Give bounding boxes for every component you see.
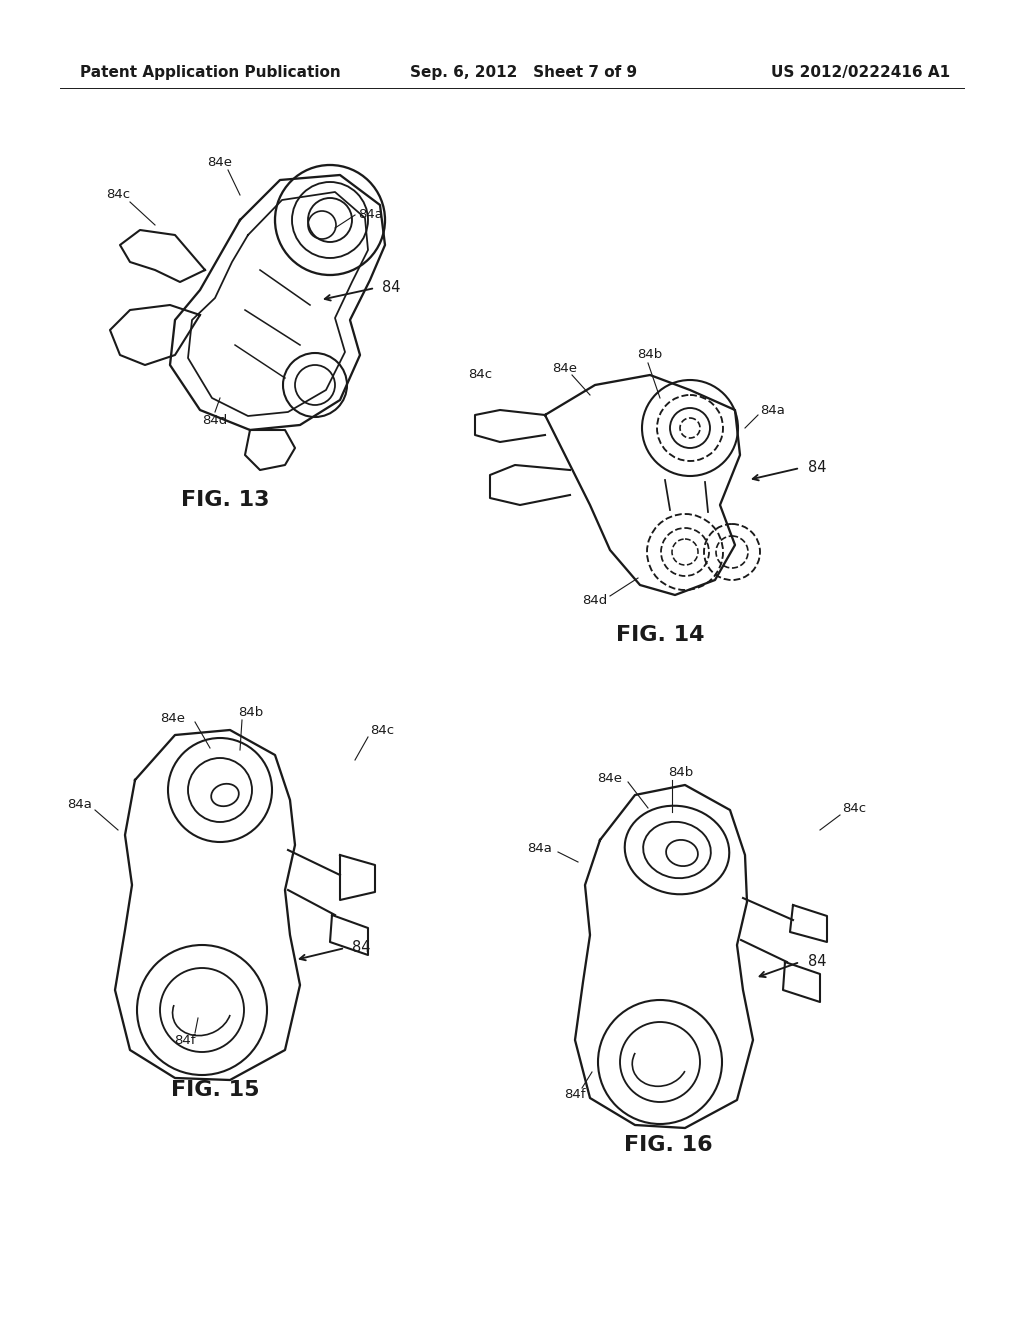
Text: FIG. 14: FIG. 14 — [615, 624, 705, 645]
Text: 84e: 84e — [208, 156, 232, 169]
Text: 84: 84 — [808, 954, 826, 969]
Text: 84c: 84c — [370, 723, 394, 737]
Text: FIG. 16: FIG. 16 — [624, 1135, 713, 1155]
Text: 84e: 84e — [160, 711, 185, 725]
Text: 84a: 84a — [68, 799, 92, 812]
Text: 84b: 84b — [238, 705, 263, 718]
Text: 84f: 84f — [174, 1034, 196, 1047]
Text: 84c: 84c — [105, 189, 130, 202]
Text: Patent Application Publication: Patent Application Publication — [80, 65, 341, 79]
Text: 84a: 84a — [527, 842, 552, 854]
Text: 84d: 84d — [203, 413, 227, 426]
Text: 84c: 84c — [468, 368, 493, 381]
Text: 84e: 84e — [553, 362, 578, 375]
Text: 84a: 84a — [760, 404, 784, 417]
Text: 84d: 84d — [583, 594, 607, 606]
Text: Sep. 6, 2012   Sheet 7 of 9: Sep. 6, 2012 Sheet 7 of 9 — [410, 65, 637, 79]
Text: 84b: 84b — [637, 348, 663, 362]
Text: US 2012/0222416 A1: US 2012/0222416 A1 — [771, 65, 950, 79]
Text: 84: 84 — [352, 940, 371, 956]
Text: 84c: 84c — [842, 801, 866, 814]
Text: 84e: 84e — [597, 771, 622, 784]
Text: 84b: 84b — [668, 766, 693, 779]
Text: 84: 84 — [382, 281, 400, 296]
Text: 84a: 84a — [358, 209, 383, 222]
Text: 84: 84 — [808, 461, 826, 475]
Text: FIG. 13: FIG. 13 — [181, 490, 269, 510]
Text: FIG. 15: FIG. 15 — [171, 1080, 259, 1100]
Text: 84f: 84f — [564, 1089, 586, 1101]
